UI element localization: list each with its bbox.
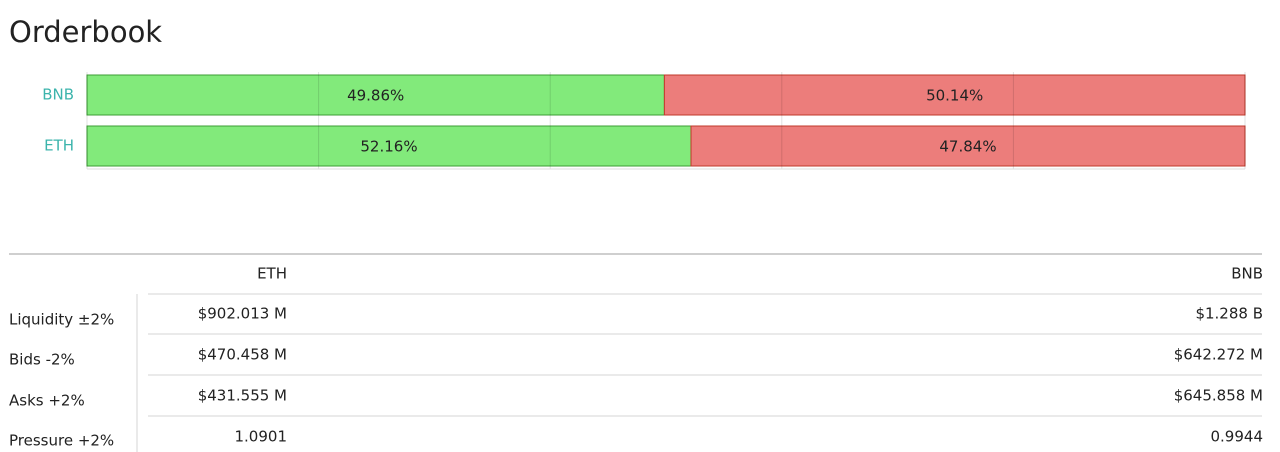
column-header: ETH xyxy=(257,265,287,283)
bar-segment xyxy=(86,74,665,116)
cell-value: $1.288 B xyxy=(1195,305,1263,323)
cell-value: $902.013 M xyxy=(198,305,287,323)
page-title: Orderbook xyxy=(9,15,162,49)
data-label: 52.16% xyxy=(360,138,417,156)
bar-segment xyxy=(86,125,692,167)
row-label: Bids -2% xyxy=(9,351,75,369)
row-label: Liquidity ±2% xyxy=(9,311,114,329)
category-label: ETH xyxy=(44,137,74,155)
cell-value: $642.272 M xyxy=(1174,346,1263,364)
data-label: 49.86% xyxy=(347,87,404,105)
category-label: BNB xyxy=(42,86,74,104)
cell-value: $431.555 M xyxy=(198,387,287,405)
cell-value: 0.9944 xyxy=(1211,428,1264,446)
row-label: Asks +2% xyxy=(9,392,85,410)
bar-segment xyxy=(690,125,1246,167)
cell-value: $470.458 M xyxy=(198,346,287,364)
column-header: BNB xyxy=(1231,265,1263,283)
bar-segment xyxy=(663,74,1246,116)
cell-value: 1.0901 xyxy=(235,428,288,446)
cell-value: $645.858 M xyxy=(1174,387,1263,405)
row-label: Pressure +2% xyxy=(9,432,114,450)
data-label: 50.14% xyxy=(926,87,983,105)
data-label: 47.84% xyxy=(939,138,996,156)
